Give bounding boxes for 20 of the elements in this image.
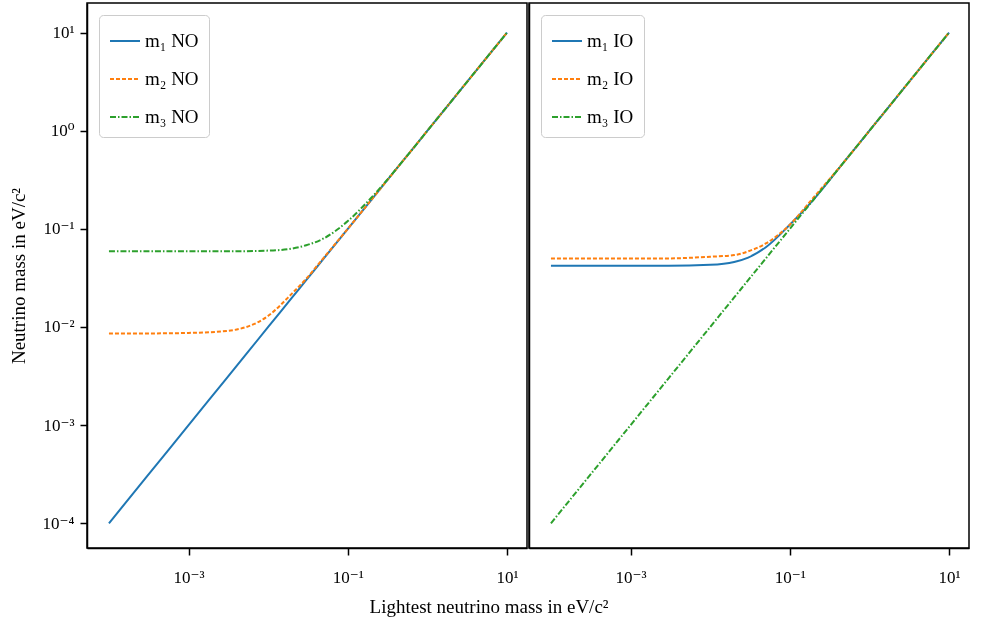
y-axis-title: Neutrino mass in eV/c² <box>7 187 29 365</box>
x-tick-label: 10⁻¹ <box>332 567 364 587</box>
legend-label: m₂ NO <box>145 68 199 89</box>
x-tick-label: 10¹ <box>938 567 961 587</box>
y-tick-label: 10⁻⁴ <box>42 513 75 533</box>
y-tick-label: 10¹ <box>52 23 75 43</box>
y-tick-label: 10⁻¹ <box>43 219 75 239</box>
y-tick-label: 10⁻² <box>43 317 75 337</box>
legend-label: m₃ IO <box>587 106 634 127</box>
x-tick-label: 10⁻³ <box>615 567 647 587</box>
legend-label: m₃ NO <box>145 106 199 127</box>
x-tick-label: 10⁻³ <box>173 567 205 587</box>
y-tick-label: 10⁻³ <box>43 415 75 435</box>
y-tick-label: 10⁰ <box>50 121 75 141</box>
x-tick-label: 10¹ <box>496 567 519 587</box>
legend-label: m₂ IO <box>587 68 634 89</box>
legend-label: m₁ NO <box>145 30 199 51</box>
x-axis-title: Lightest neutrino mass in eV/c² <box>369 595 609 617</box>
x-tick-label: 10⁻¹ <box>774 567 806 587</box>
legend-label: m₁ IO <box>587 30 634 51</box>
